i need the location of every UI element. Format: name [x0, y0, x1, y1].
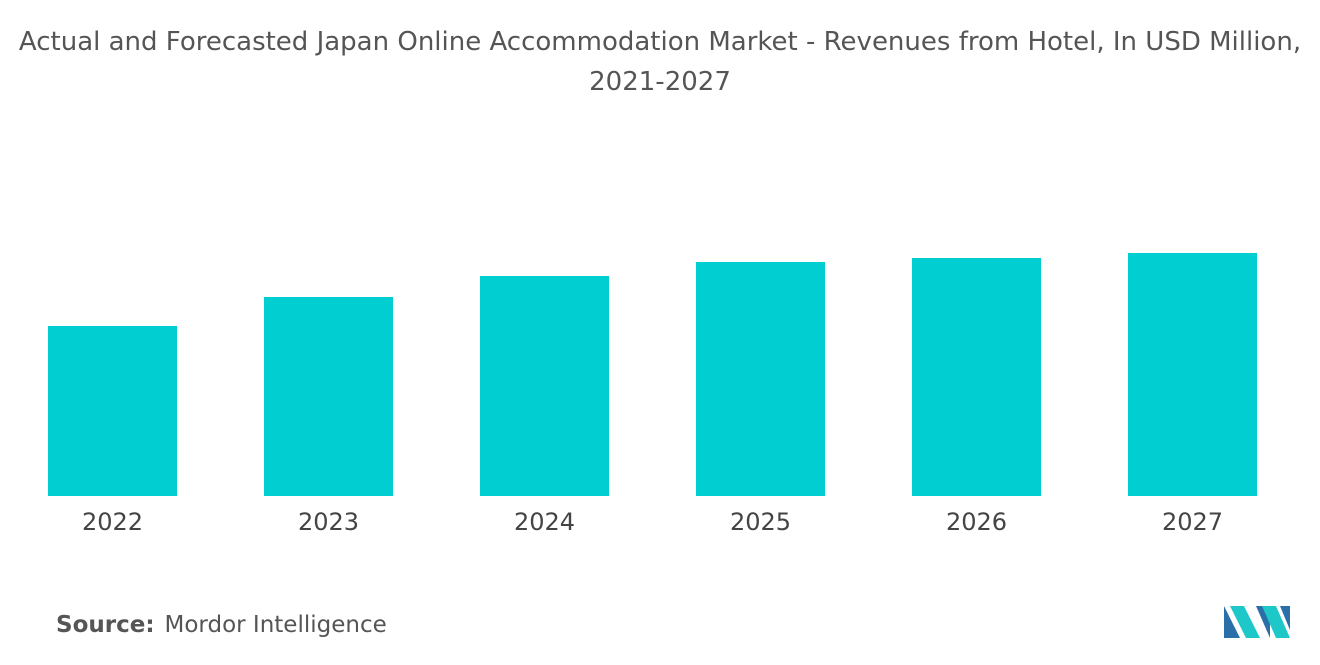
x-tick-label: 2025: [730, 508, 791, 536]
source-label: Source:: [56, 612, 155, 638]
bar: [264, 297, 393, 496]
x-tick-label: 2022: [82, 508, 143, 536]
x-tick-label: 2023: [298, 508, 359, 536]
logo: [1224, 606, 1290, 638]
x-tick-label: 2027: [1162, 508, 1223, 536]
x-tick-label: 2026: [946, 508, 1007, 536]
bar: [1128, 253, 1257, 496]
x-tick-label: 2024: [514, 508, 575, 536]
bar: [912, 258, 1041, 496]
chart-title: Actual and Forecasted Japan Online Accom…: [18, 27, 1302, 97]
bar: [480, 276, 609, 496]
source: Source: Mordor Intelligence: [56, 612, 387, 638]
bar: [48, 326, 177, 496]
bar: [696, 262, 825, 496]
source-text: Mordor Intelligence: [164, 612, 387, 638]
